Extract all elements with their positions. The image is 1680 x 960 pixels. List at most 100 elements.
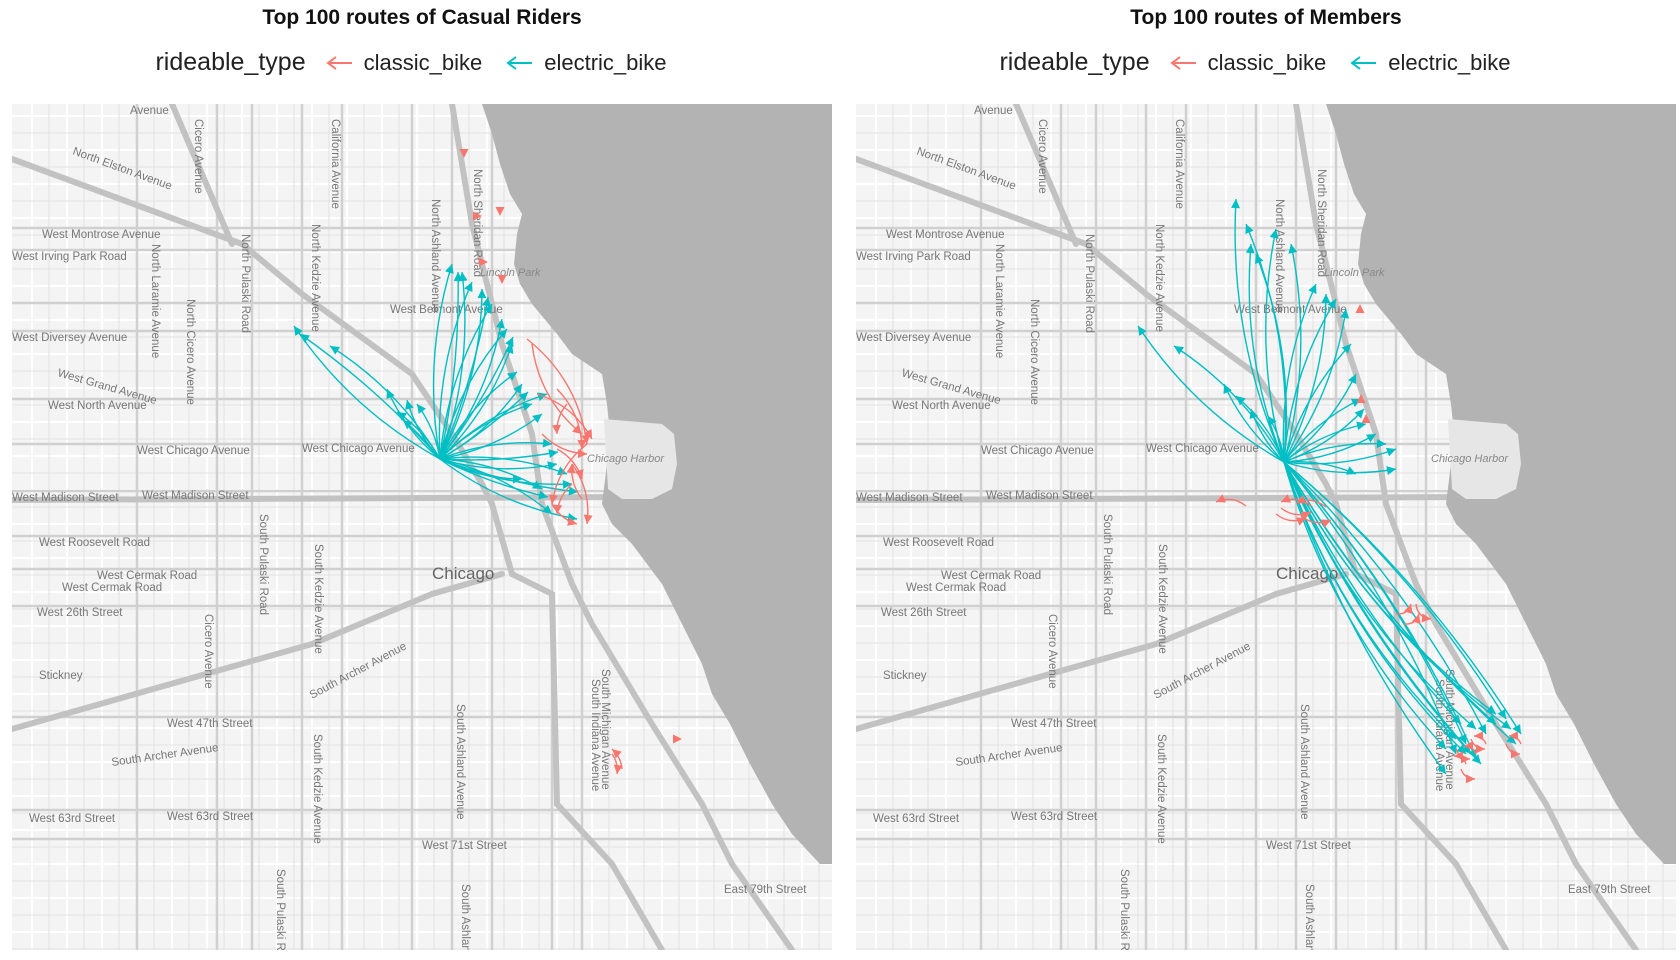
street-label: South Kedzie Avenue (311, 734, 323, 844)
route-arrowhead (542, 438, 552, 448)
legend-key-classic: classic_bike (1168, 50, 1326, 76)
route-arrowhead (1386, 466, 1396, 475)
route-arrowhead (1501, 720, 1511, 729)
street-label: South Pulaski Road (274, 869, 286, 950)
street-label: West North Avenue (48, 400, 147, 412)
route-arrowhead (1320, 519, 1331, 528)
route-arrowhead (1475, 744, 1485, 754)
route-arrowhead (1356, 421, 1366, 431)
route-arrowhead (1436, 739, 1446, 749)
route (293, 325, 441, 460)
harbor-label: Chicago Harbor (587, 453, 665, 465)
route-arrowhead (1448, 743, 1457, 754)
street-label: West Roosevelt Road (39, 537, 150, 549)
route (1173, 345, 1285, 463)
highway (12, 571, 505, 732)
street-label: North Laramie Avenue (149, 244, 161, 358)
route (439, 303, 493, 460)
street-label: West 47th Street (1011, 718, 1097, 730)
route-arrowhead (1138, 326, 1147, 336)
street-label: California Avenue (329, 119, 341, 209)
route (1283, 343, 1352, 463)
route-arrowhead (459, 149, 469, 158)
street-label: North Ashland Avenue (429, 199, 441, 313)
route-arrowhead (1465, 774, 1475, 784)
route-arrowhead (1437, 764, 1446, 774)
street-label: West Cermak Road (941, 570, 1041, 582)
harbor-pier (1448, 419, 1521, 499)
route-arrowhead (1296, 495, 1307, 504)
route-arrowhead (1403, 604, 1413, 614)
street-label: South Kedzie Avenue (1155, 734, 1167, 844)
route (1283, 448, 1397, 465)
street-label: North Sheridan Road (1315, 169, 1327, 277)
route (1255, 253, 1288, 463)
route (439, 271, 466, 460)
classic-arrow-icon (325, 55, 352, 70)
highway (169, 104, 235, 247)
route-arrowhead (1174, 346, 1184, 355)
street-label: Stickney (39, 670, 83, 682)
route-arrowhead (1348, 374, 1357, 385)
route-arrowhead (464, 282, 473, 293)
route (439, 458, 578, 520)
city-label: Chicago (432, 564, 494, 583)
street-label: South Kedzie Avenue (1156, 544, 1168, 654)
route-arrowhead (553, 504, 563, 514)
street-label: West Irving Park Road (12, 251, 127, 263)
route-arrowhead (518, 392, 528, 402)
street-label: North Pulaski Road (1083, 234, 1095, 333)
route-arrowhead (1281, 494, 1292, 503)
route (439, 336, 514, 460)
route (1283, 461, 1467, 755)
street-label: South Pulaski Road (1101, 514, 1113, 615)
route-arrowhead (330, 346, 341, 355)
route-arrowhead (417, 404, 426, 414)
panel-casual: Top 100 routes of Casual Riders rideable… (12, 0, 832, 960)
street-label: North Sheridan Road (471, 169, 483, 277)
route-arrowhead (505, 337, 514, 348)
route-arrowhead (1268, 416, 1277, 427)
route-arrowhead (497, 329, 507, 339)
street-label: North Cicero Avenue (1028, 299, 1040, 405)
highway (1293, 104, 1639, 950)
street-label: South Indiana Avenue (589, 679, 601, 791)
route-arrowhead (1456, 744, 1466, 754)
route-arrowhead (566, 464, 576, 474)
route-arrowhead (567, 517, 577, 526)
route (439, 393, 548, 460)
street-label: Stickney (883, 670, 927, 682)
street-label: Cicero Avenue (1046, 614, 1058, 689)
legend: rideable_type classic_bike electric_bike (12, 48, 832, 77)
route-arrowhead (522, 402, 532, 411)
route-arrowhead (1365, 434, 1376, 443)
street-label: West Roosevelt Road (883, 537, 994, 549)
route-arrowhead (482, 297, 491, 307)
route-arrowhead (513, 384, 522, 394)
route-arrowhead (1512, 723, 1521, 734)
street-label: California Avenue (1173, 119, 1185, 209)
street-label: North Laramie Avenue (993, 244, 1005, 358)
street-label: Avenue (130, 105, 169, 117)
route-arrowhead (473, 211, 482, 221)
route (526, 338, 588, 445)
route (439, 458, 553, 515)
route-arrowhead (1223, 384, 1232, 395)
route-arrowhead (477, 289, 487, 299)
route-arrowhead (673, 734, 682, 744)
route-arrowhead (1477, 723, 1486, 734)
map-members: North Elston Avenue West Montrose Avenue W… (856, 104, 1676, 950)
route (1248, 243, 1285, 463)
route-arrowhead (574, 469, 584, 479)
route-arrowhead (538, 490, 548, 500)
route-arrowhead (1466, 719, 1476, 729)
route-arrowhead (1255, 254, 1264, 265)
city-label: Chicago (1276, 564, 1338, 583)
route-arrowhead (532, 414, 542, 424)
street-label: South Ashland Avenue (459, 884, 471, 950)
route-arrowhead (1421, 613, 1431, 623)
route-arrowhead (1451, 714, 1461, 724)
